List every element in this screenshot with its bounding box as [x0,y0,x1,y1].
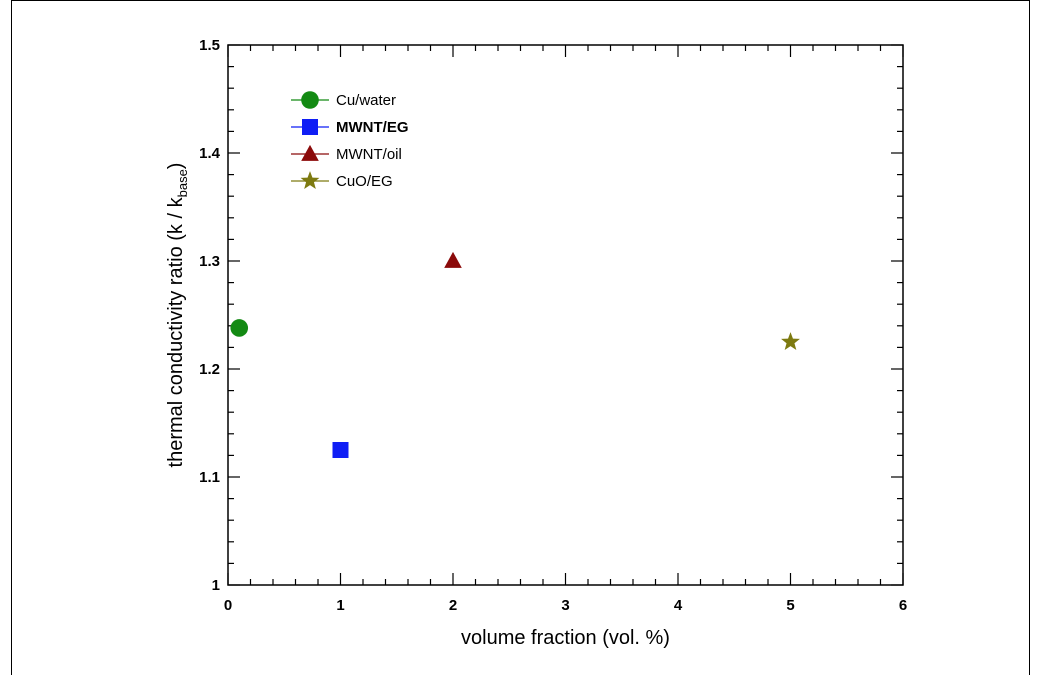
x-tick-label: 0 [224,597,232,614]
y-axis-title-main: thermal conductivity ratio (k / k [165,196,187,467]
y-axis-title-end: ) [165,163,187,170]
y-tick-label: 1.3 [199,253,220,270]
legend-label: MWNT/EG [336,119,409,136]
legend-label: CuO/EG [336,173,393,190]
legend-marker [302,119,318,135]
data-points [230,251,800,458]
legend: Cu/water MWNT/EG MWNT/oil CuO/EG [291,91,409,190]
legend-label: MWNT/oil [336,146,402,163]
legend-marker [301,144,319,161]
x-tick-label: 1 [336,597,344,614]
y-tick-label: 1.1 [199,469,220,486]
y-tick-label: 1.2 [199,361,220,378]
x-tick-label: 6 [899,597,907,614]
data-point-cu-water [230,319,249,337]
data-point-cuo-eg [781,332,800,351]
x-tick-label: 2 [449,597,457,614]
y-tick-label: 1 [212,577,220,594]
legend-marker [300,171,320,190]
y-tick-label: 1.4 [199,145,221,162]
x-tick-label: 3 [561,597,569,614]
x-tick-label: 5 [786,597,794,614]
x-tick-label: 4 [674,597,683,614]
y-tick-label: 1.5 [199,37,220,54]
y-axis-title: thermal conductivity ratio (k / kbase) [165,163,190,468]
legend-marker [301,91,319,109]
plot-area [227,44,904,586]
x-axis-title: volume fraction (vol. %) [461,627,670,649]
data-point-mwnt-eg [332,442,349,458]
y-axis-title-subscript: base [175,169,190,197]
legend-label: Cu/water [336,92,396,109]
figure-frame [11,0,1030,675]
axis-ticks [227,44,904,586]
data-point-mwnt-oil [444,251,462,268]
tick-labels: 0 1 2 3 4 5 611.11.21.31.41.5 [199,37,907,614]
